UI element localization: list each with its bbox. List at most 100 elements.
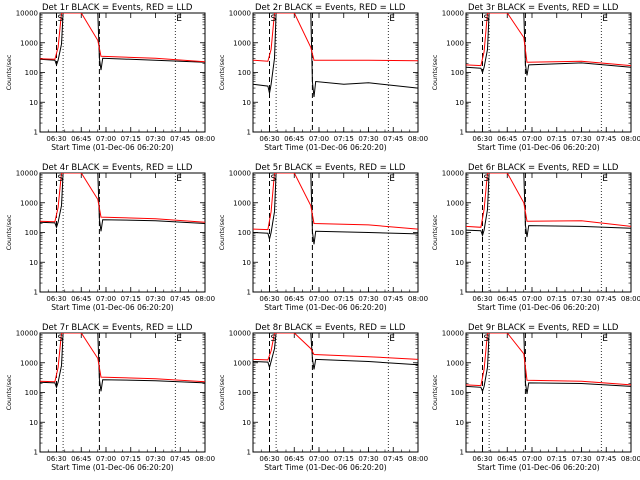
x-tick-label: 07:00 xyxy=(96,135,116,143)
lld-series-line xyxy=(40,333,205,383)
marker-e: E xyxy=(389,14,395,24)
x-tick-label: 07:00 xyxy=(522,455,542,463)
lld-series-line xyxy=(253,173,418,231)
y-axis-label: Counts/sec xyxy=(218,214,226,250)
lld-series-line xyxy=(466,333,631,387)
x-tick-label: 07:00 xyxy=(96,295,116,303)
x-tick-label: 06:45 xyxy=(497,135,517,143)
y-tick-label: 1000 xyxy=(446,359,464,367)
detector-chart-5: Det 5r BLACK = Events, RED = LLD 1 10 100 10… xyxy=(213,160,428,320)
y-tick-label: 10000 xyxy=(16,10,38,18)
x-tick-label: 08:00 xyxy=(621,135,640,143)
y-tick-label: 100 xyxy=(25,389,38,397)
lld-series-line xyxy=(253,13,418,62)
chart-title: Det 8r BLACK = Events, RED = LLD xyxy=(255,323,406,333)
y-tick-label: 10 xyxy=(455,99,464,107)
y-tick-label: 10 xyxy=(455,259,464,267)
chart-svg: Det 2r BLACK = Events, RED = LLD 1 10 100 10… xyxy=(218,3,428,152)
x-axis-label: Start Time (01-Dec-06 06:20:20) xyxy=(264,463,386,472)
lld-series-line xyxy=(466,13,631,67)
x-tick-label: 07:30 xyxy=(358,135,378,143)
x-tick-label: 07:15 xyxy=(121,295,141,303)
y-tick-label: 1 xyxy=(460,129,464,137)
y-tick-label: 10000 xyxy=(229,330,251,338)
x-axis-label: Start Time (01-Dec-06 06:20:20) xyxy=(264,303,386,312)
x-tick-label: 07:45 xyxy=(596,295,616,303)
y-tick-label: 1 xyxy=(247,129,251,137)
marker-s: S xyxy=(271,14,277,24)
marker-s: S xyxy=(271,334,277,344)
y-tick-label: 100 xyxy=(238,389,251,397)
x-axis-label: Start Time (01-Dec-06 06:20:20) xyxy=(51,143,173,152)
x-tick-label: 06:30 xyxy=(259,455,279,463)
y-axis-label: Counts/sec xyxy=(5,54,13,90)
detector-chart-2: Det 2r BLACK = Events, RED = LLD 1 10 100 10… xyxy=(213,0,428,160)
x-tick-label: 07:00 xyxy=(522,135,542,143)
y-tick-label: 100 xyxy=(238,69,251,77)
x-tick-label: 06:45 xyxy=(71,455,91,463)
marker-e: E xyxy=(602,14,608,24)
plot-frame xyxy=(252,332,419,453)
y-tick-label: 1 xyxy=(34,129,38,137)
x-tick-label: 06:45 xyxy=(497,295,517,303)
events-series-line xyxy=(40,13,205,71)
y-tick-label: 1000 xyxy=(233,359,251,367)
y-tick-label: 1 xyxy=(34,449,38,457)
marker-e: E xyxy=(602,174,608,184)
marker-s: S xyxy=(58,334,64,344)
x-tick-label: 07:00 xyxy=(309,455,329,463)
chart-title: Det 4r BLACK = Events, RED = LLD xyxy=(42,163,193,173)
chart-svg: Det 6r BLACK = Events, RED = LLD 1 10 100 10… xyxy=(431,163,640,312)
x-tick-label: 07:15 xyxy=(121,455,141,463)
x-tick-label: 07:45 xyxy=(170,135,190,143)
x-tick-label: 07:30 xyxy=(145,455,165,463)
events-series-line xyxy=(253,13,418,98)
y-tick-label: 1000 xyxy=(446,39,464,47)
chart-svg: Det 3r BLACK = Events, RED = LLD 1 10 100 10… xyxy=(431,3,640,152)
x-tick-label: 06:30 xyxy=(472,135,492,143)
y-tick-label: 100 xyxy=(25,69,38,77)
x-tick-label: 07:30 xyxy=(358,455,378,463)
x-tick-label: 07:30 xyxy=(145,295,165,303)
x-tick-label: 07:45 xyxy=(383,135,403,143)
events-series-line xyxy=(253,173,418,245)
x-tick-label: 07:15 xyxy=(334,295,354,303)
lld-series-line xyxy=(466,173,631,228)
chart-title: Det 9r BLACK = Events, RED = LLD xyxy=(468,323,619,333)
y-tick-label: 100 xyxy=(451,389,464,397)
x-tick-label: 07:30 xyxy=(571,455,591,463)
y-tick-label: 1 xyxy=(247,289,251,297)
x-tick-label: 06:45 xyxy=(71,295,91,303)
x-axis-label: Start Time (01-Dec-06 06:20:20) xyxy=(477,143,599,152)
y-tick-label: 10 xyxy=(29,99,38,107)
y-tick-label: 1000 xyxy=(233,39,251,47)
y-tick-label: 1000 xyxy=(20,199,38,207)
x-tick-label: 07:45 xyxy=(170,455,190,463)
chart-title: Det 6r BLACK = Events, RED = LLD xyxy=(468,163,619,173)
y-axis-label: Counts/sec xyxy=(218,374,226,410)
detector-chart-9: Det 9r BLACK = Events, RED = LLD 1 10 100 10… xyxy=(426,320,640,480)
x-tick-label: 06:45 xyxy=(71,135,91,143)
marker-s: S xyxy=(58,174,64,184)
marker-s: S xyxy=(271,174,277,184)
detector-chart-1: Det 1r BLACK = Events, RED = LLD 1 10 100 10… xyxy=(0,0,215,160)
y-tick-label: 10 xyxy=(29,419,38,427)
x-tick-label: 07:45 xyxy=(383,295,403,303)
marker-s: S xyxy=(484,174,490,184)
y-tick-label: 1 xyxy=(247,449,251,457)
chart-svg: Det 7r BLACK = Events, RED = LLD 1 10 100 10… xyxy=(5,323,215,472)
y-tick-label: 10 xyxy=(242,419,251,427)
x-tick-label: 07:15 xyxy=(121,135,141,143)
x-axis-label: Start Time (01-Dec-06 06:20:20) xyxy=(264,143,386,152)
x-tick-label: 06:30 xyxy=(472,295,492,303)
plot-frame xyxy=(252,172,419,293)
lld-series-line xyxy=(40,13,205,63)
x-tick-label: 06:30 xyxy=(259,295,279,303)
x-tick-label: 06:45 xyxy=(284,455,304,463)
chart-svg: Det 5r BLACK = Events, RED = LLD 1 10 100 10… xyxy=(218,163,428,312)
detector-chart-4: Det 4r BLACK = Events, RED = LLD 1 10 100 10… xyxy=(0,160,215,320)
y-tick-label: 100 xyxy=(238,229,251,237)
events-series-line xyxy=(466,173,631,238)
marker-e: E xyxy=(176,174,182,184)
